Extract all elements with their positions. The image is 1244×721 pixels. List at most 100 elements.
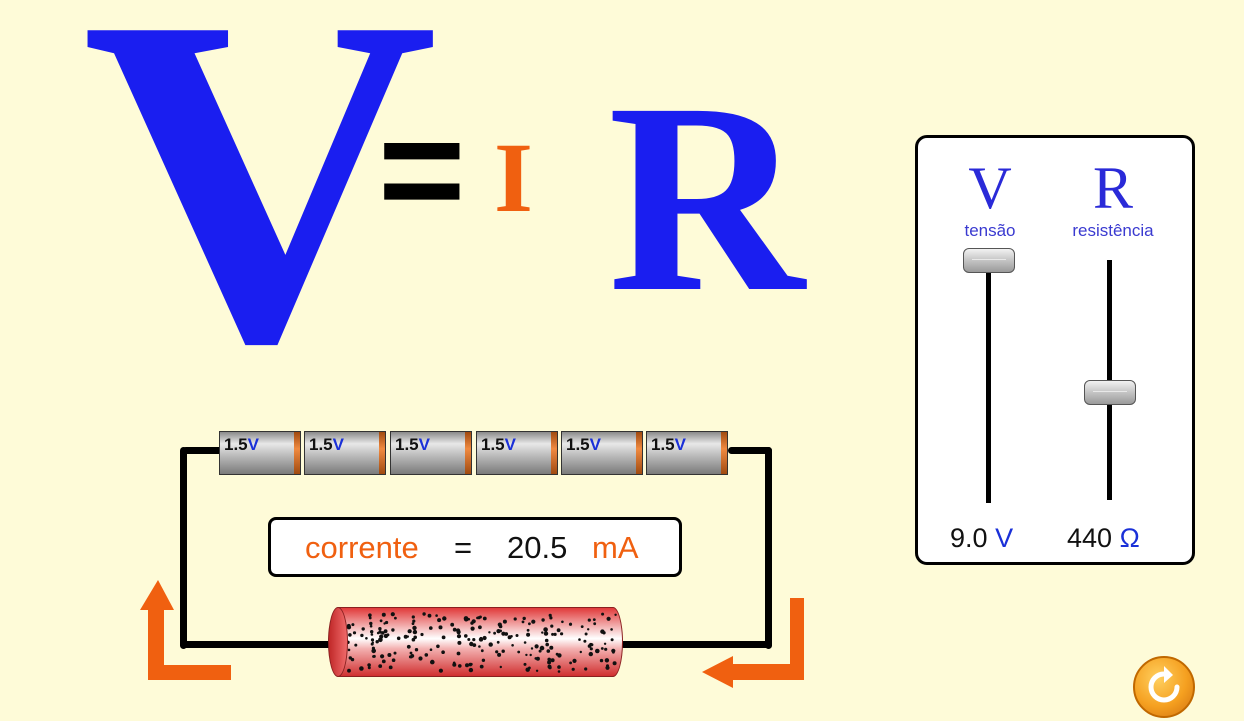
electron-dot — [488, 631, 491, 634]
electron-dot — [391, 628, 395, 632]
electron-dot — [422, 612, 426, 616]
control-panel: V tensão R resistência 9.0 V 440 Ω — [915, 135, 1195, 565]
electron-dot — [368, 616, 372, 620]
electron-dot — [600, 647, 604, 650]
battery: 1.5V — [390, 431, 472, 475]
electron-dot — [579, 650, 582, 654]
wire-left — [180, 447, 187, 649]
electron-dot — [348, 633, 352, 637]
electron-dot — [393, 651, 397, 655]
electron-dot — [396, 636, 401, 641]
voltage-slider-track[interactable] — [986, 263, 991, 503]
electron-dot — [523, 662, 527, 666]
electron-dot — [478, 645, 481, 648]
electron-dot — [469, 641, 474, 647]
electron-dot — [411, 622, 415, 625]
electron-dot — [442, 616, 447, 621]
electron-dot — [394, 616, 397, 620]
electron-dot — [561, 620, 564, 624]
resistance-letter: R — [1092, 155, 1134, 221]
electron-dot — [572, 658, 577, 663]
electron-dot — [370, 638, 375, 642]
resistance-slider-thumb[interactable] — [1084, 379, 1136, 405]
electron-dot — [502, 619, 507, 624]
current-readout: corrente = 20.5 mA — [268, 517, 682, 577]
electron-dot — [378, 664, 383, 668]
electron-dot — [476, 616, 479, 620]
electron-dot — [437, 618, 442, 623]
electron-dot — [351, 623, 355, 627]
electron-dot — [350, 657, 355, 662]
reset-button[interactable] — [1133, 656, 1195, 718]
electron-dot — [360, 633, 364, 638]
electron-dot — [544, 638, 549, 643]
equation-v: V — [82, 0, 439, 440]
electron-dot — [583, 639, 587, 643]
battery-value: 1.5 — [481, 435, 505, 454]
electron-dot — [589, 647, 593, 651]
electron-dot — [546, 649, 551, 653]
electron-dot — [472, 638, 476, 642]
electron-dot — [385, 620, 389, 625]
electron-dot — [571, 667, 575, 671]
electron-dot — [548, 613, 552, 617]
electron-dot — [346, 625, 352, 630]
battery-value: 1.5 — [566, 435, 590, 454]
electron-dot — [543, 627, 548, 632]
electron-dot — [429, 626, 433, 630]
electron-dot — [603, 642, 607, 645]
electron-dot — [495, 650, 499, 654]
electron-dot — [510, 635, 513, 638]
battery-value: 1.5 — [309, 435, 333, 454]
electron-dot — [441, 650, 445, 654]
electron-dot — [420, 632, 424, 637]
electron-dot — [534, 644, 539, 649]
electron-dot — [604, 647, 608, 651]
electron-dot — [522, 616, 526, 621]
battery-unit: V — [332, 435, 344, 454]
battery: 1.5V — [561, 431, 643, 475]
electron-dot — [464, 634, 468, 638]
electron-dot — [429, 648, 433, 651]
electron-dot — [528, 622, 531, 626]
electron-dot — [424, 653, 429, 657]
electron-dots — [346, 612, 617, 673]
electron-dot — [587, 628, 590, 631]
electron-dot — [441, 635, 446, 640]
electron-dot — [452, 627, 457, 632]
electron-dot — [367, 666, 371, 670]
electron-dot — [580, 625, 584, 628]
voltage-slider-thumb[interactable] — [963, 248, 1015, 273]
electron-dot — [501, 631, 506, 636]
electron-dot — [438, 625, 443, 630]
electron-dot — [435, 614, 438, 617]
arrow-icon — [140, 580, 231, 680]
electron-dot — [372, 654, 376, 658]
electron-dot — [468, 667, 474, 673]
electron-dot — [379, 619, 383, 623]
resistance-label: resistência — [1072, 221, 1154, 240]
electron-dot — [488, 642, 493, 647]
battery-unit: V — [504, 435, 516, 454]
electron-dot — [593, 622, 597, 626]
voltage-readout: 9.0 V — [950, 523, 1013, 554]
electron-dot — [379, 634, 384, 639]
electron-dot — [370, 630, 374, 634]
electron-dot — [543, 631, 549, 636]
wire-right — [765, 447, 772, 649]
equation-equals: = — [378, 85, 466, 253]
electron-dot — [458, 664, 462, 668]
electron-dot — [409, 651, 413, 655]
reset-icon — [1148, 666, 1180, 703]
electron-dot — [479, 664, 484, 669]
electron-dot — [375, 640, 379, 644]
electron-dot — [526, 628, 530, 632]
current-label: corrente — [305, 530, 419, 565]
electron-dot — [523, 641, 527, 644]
battery-unit: V — [674, 435, 686, 454]
electron-dot — [521, 620, 525, 624]
electron-dot — [547, 657, 551, 662]
electron-dot — [588, 651, 593, 657]
electron-dot — [525, 653, 528, 657]
electron-dot — [381, 631, 385, 635]
